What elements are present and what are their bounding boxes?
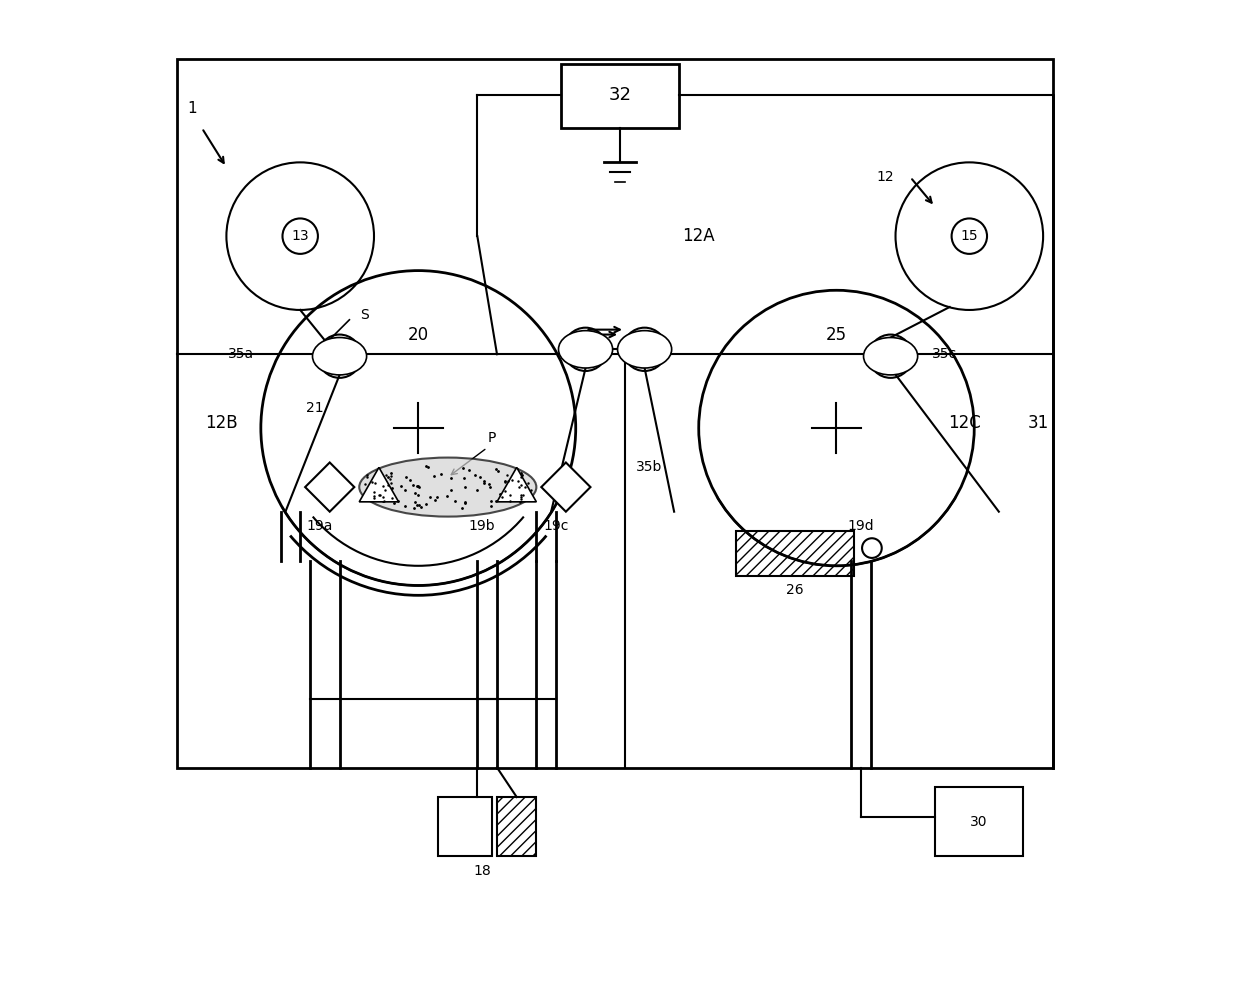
- Text: 21: 21: [306, 401, 324, 415]
- Text: 22b: 22b: [553, 480, 579, 494]
- Text: S: S: [360, 308, 368, 322]
- Text: 20: 20: [408, 326, 429, 343]
- Polygon shape: [497, 467, 537, 502]
- Text: 13: 13: [291, 229, 309, 243]
- Bar: [497, 797, 537, 856]
- Text: 15: 15: [961, 229, 978, 243]
- Text: 12: 12: [877, 170, 894, 184]
- Text: 14a: 14a: [326, 349, 352, 363]
- Ellipse shape: [863, 338, 918, 375]
- Text: 1: 1: [187, 100, 197, 116]
- Ellipse shape: [618, 331, 672, 368]
- Text: 35b: 35b: [636, 461, 662, 474]
- Bar: [737, 531, 854, 576]
- Text: 32: 32: [609, 87, 631, 104]
- Text: 26: 26: [786, 584, 804, 597]
- Text: 19c: 19c: [543, 520, 569, 533]
- Ellipse shape: [558, 331, 613, 368]
- Ellipse shape: [360, 458, 537, 517]
- Text: 14c: 14c: [632, 342, 657, 356]
- Bar: [177, 59, 1053, 768]
- Text: 31: 31: [1028, 414, 1049, 432]
- Polygon shape: [360, 467, 398, 502]
- Text: 18: 18: [474, 864, 491, 878]
- Text: 25: 25: [826, 326, 847, 343]
- Text: 12A: 12A: [682, 227, 715, 245]
- Text: 22a: 22a: [316, 480, 342, 494]
- Text: 30: 30: [971, 815, 988, 829]
- Text: 14d: 14d: [878, 349, 904, 363]
- Bar: [935, 787, 1023, 856]
- Polygon shape: [542, 462, 590, 512]
- Circle shape: [862, 538, 882, 558]
- Text: 35c: 35c: [932, 347, 957, 361]
- Bar: [438, 797, 492, 856]
- Text: 19d: 19d: [848, 520, 874, 533]
- Text: 12B: 12B: [205, 414, 238, 432]
- Ellipse shape: [312, 338, 367, 375]
- Text: 35a: 35a: [228, 347, 254, 361]
- Bar: [560, 64, 680, 128]
- Text: P: P: [487, 431, 496, 445]
- Text: 19a: 19a: [306, 520, 334, 533]
- Polygon shape: [305, 462, 355, 512]
- Text: 19b: 19b: [469, 520, 496, 533]
- Text: 14b: 14b: [573, 342, 599, 356]
- Text: 12C: 12C: [949, 414, 981, 432]
